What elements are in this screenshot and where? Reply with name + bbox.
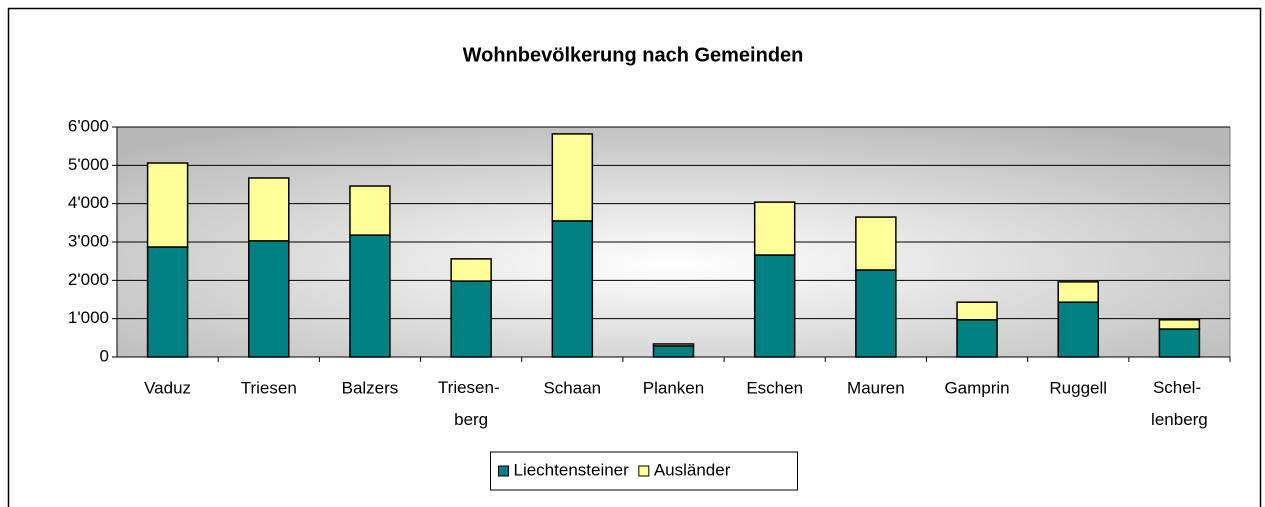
x-tick-label: Balzers	[342, 378, 399, 397]
bar-segment	[450, 258, 492, 282]
bar-segment	[1158, 328, 1201, 358]
y-tick-label: 1'000	[68, 308, 109, 327]
bar-segment	[551, 133, 594, 222]
bar-segment	[855, 269, 897, 358]
x-tick-label: Schaan	[543, 378, 601, 397]
x-tick-label: Triesen	[241, 378, 297, 397]
x-tick-label: Triesen- berg	[438, 378, 504, 429]
bar-segment	[349, 185, 391, 236]
legend-swatch	[498, 465, 509, 477]
bar-segment	[753, 201, 796, 256]
legend-label: Ausländer	[654, 460, 731, 479]
bar-segment	[652, 343, 695, 347]
x-tick-label: Mauren	[847, 378, 905, 397]
bar-segment	[956, 319, 998, 358]
bar-segment	[450, 280, 492, 358]
legend-label: Liechtensteiner	[514, 460, 630, 479]
y-tick-label: 2'000	[68, 270, 109, 289]
bar-segment	[1057, 281, 1099, 303]
y-tick-label: 5'000	[68, 155, 109, 174]
chart-frame	[7, 7, 1262, 507]
bar-segment	[146, 162, 189, 248]
x-tick-label: Gamprin	[944, 378, 1009, 397]
x-tick-label: Planken	[643, 378, 704, 397]
legend-swatch	[638, 465, 650, 477]
y-tick-label: 3'000	[68, 231, 109, 250]
x-tick-label: Ruggell	[1049, 378, 1107, 397]
bar-segment	[753, 254, 796, 358]
bar-segment	[1057, 301, 1099, 358]
x-tick-label: Eschen	[746, 378, 803, 397]
y-tick-label: 0	[100, 346, 109, 365]
bar-segment	[1158, 319, 1201, 330]
bar-segment	[956, 301, 998, 321]
bar-segment	[349, 234, 391, 358]
bar-segment	[146, 246, 189, 358]
bar-segment	[248, 177, 290, 242]
x-tick-label: Schel- lenberg	[1151, 378, 1208, 429]
y-tick-label: 4'000	[68, 193, 109, 212]
x-tick-label: Vaduz	[144, 378, 191, 397]
chart-title: Wohnbevölkerung nach Gemeinden	[463, 44, 804, 66]
bar-segment	[652, 345, 695, 358]
y-tick-label: 6'000	[68, 116, 109, 135]
bar-segment	[248, 240, 290, 358]
bar-segment	[855, 216, 897, 271]
bar-segment	[551, 220, 594, 358]
